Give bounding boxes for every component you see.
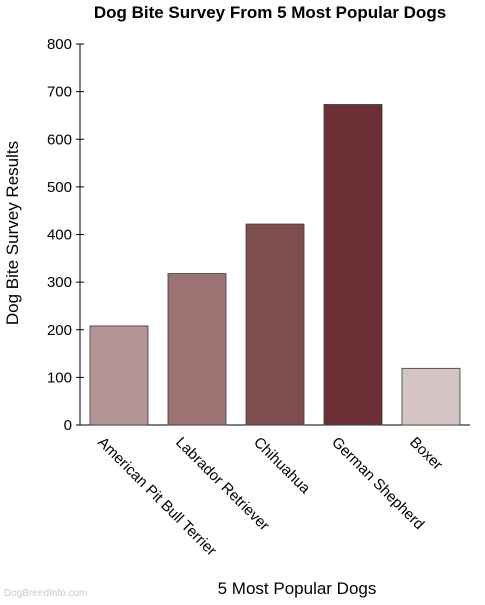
- bar: [401, 367, 461, 426]
- y-tick-label: 600: [47, 131, 72, 148]
- watermark: DogBreedInfo.com: [4, 588, 87, 599]
- y-ticks: 0 100 200 300 400 500 600 700 800: [47, 36, 84, 434]
- y-tick-label: 700: [47, 84, 72, 101]
- y-tick-label: 500: [47, 179, 72, 196]
- bar: [89, 325, 149, 426]
- x-category-label: Chihuahua: [250, 434, 314, 498]
- y-tick-label: 300: [47, 274, 72, 291]
- bars: [89, 104, 461, 426]
- bar: [245, 223, 305, 426]
- y-tick-label: 200: [47, 322, 72, 339]
- y-tick-label: 100: [47, 369, 72, 386]
- x-category-label: Boxer: [406, 434, 446, 474]
- y-tick-label: 400: [47, 227, 72, 244]
- x-axis-label: 5 Most Popular Dogs: [218, 579, 377, 598]
- y-axis-label: Dog Bite Survey Results: [3, 141, 22, 325]
- bar: [167, 273, 227, 426]
- y-tick-label: 0: [64, 417, 72, 434]
- bar: [323, 104, 383, 426]
- chart-title: Dog Bite Survey From 5 Most Popular Dogs: [94, 3, 446, 22]
- y-tick-label: 800: [47, 36, 72, 53]
